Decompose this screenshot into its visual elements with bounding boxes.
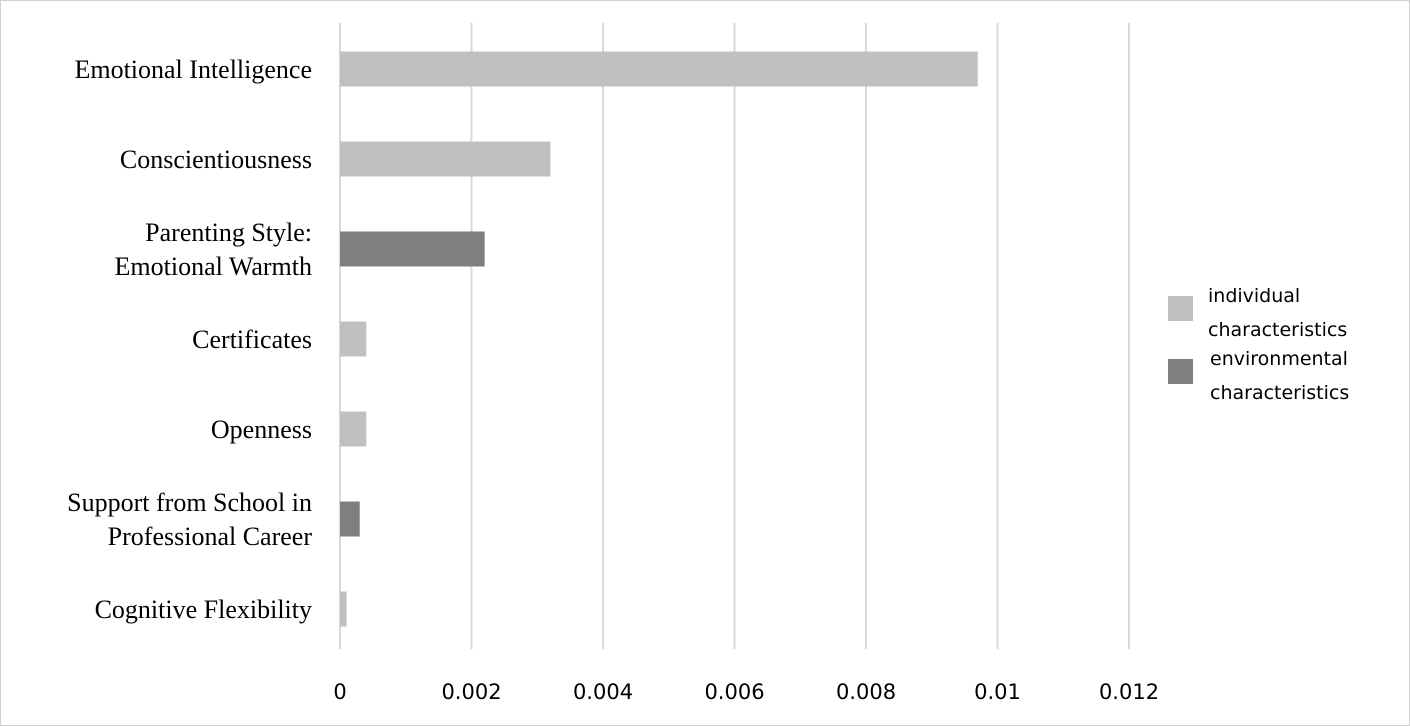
bar-individual	[340, 591, 347, 627]
bar-individual	[340, 411, 367, 447]
bar-environmental	[340, 231, 485, 267]
category-labels: Emotional Intelligence Conscientiousness P…	[67, 55, 312, 624]
category-label: Certificates	[192, 325, 312, 354]
x-tick-label: 0.002	[441, 680, 501, 704]
x-axis-ticks: 0 0.002 0.004 0.006 0.008 0.01 0.012	[333, 680, 1159, 704]
legend-label: environmental	[1210, 348, 1348, 370]
x-tick-label: 0.006	[704, 680, 764, 704]
x-tick-label: 0.01	[974, 680, 1021, 704]
category-label: Conscientiousness	[120, 145, 312, 174]
legend-label: characteristics	[1210, 382, 1349, 404]
gridlines	[339, 23, 1130, 649]
category-label: Professional Career	[108, 522, 313, 551]
x-tick-label: 0.004	[573, 680, 633, 704]
x-tick-label: 0	[333, 680, 346, 704]
bar-individual	[340, 51, 978, 87]
legend-label: characteristics	[1208, 319, 1347, 341]
category-label: Emotional Intelligence	[74, 55, 312, 84]
legend-swatch-individual	[1168, 296, 1193, 321]
category-label: Parenting Style:	[145, 218, 312, 247]
x-tick-label: 0.012	[1099, 680, 1159, 704]
category-label: Cognitive Flexibility	[95, 595, 312, 624]
bar-individual	[340, 321, 367, 357]
legend: individual characteristics environmental ch…	[1168, 285, 1349, 404]
legend-label: individual	[1208, 285, 1300, 307]
bars	[340, 51, 978, 627]
legend-swatch-environmental	[1168, 359, 1193, 384]
bar-individual	[340, 141, 551, 177]
category-label: Emotional Warmth	[115, 252, 312, 281]
bar-environmental	[340, 501, 360, 537]
category-label: Support from School in	[67, 488, 312, 517]
x-tick-label: 0.008	[836, 680, 896, 704]
category-label: Openness	[211, 415, 312, 444]
